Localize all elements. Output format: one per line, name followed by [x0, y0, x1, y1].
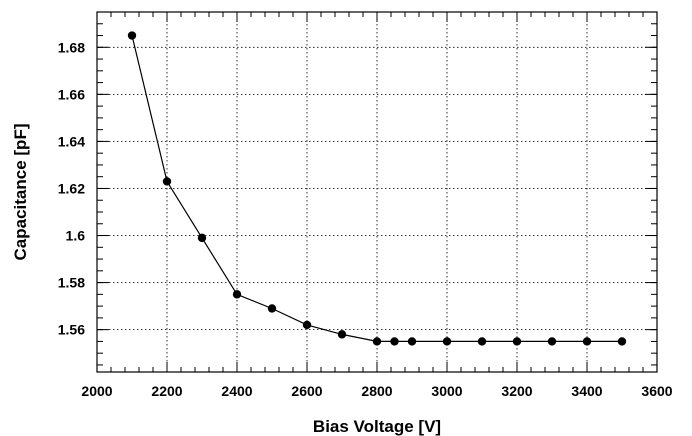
y-tick-label: 1.62 — [58, 180, 85, 196]
data-point — [512, 337, 522, 346]
y-tick-label: 1.58 — [58, 275, 85, 291]
x-tick-label: 3400 — [571, 383, 602, 399]
x-tick-label: 2600 — [291, 383, 322, 399]
y-tick-label: 1.66 — [58, 86, 85, 102]
y-tick-label: 1.56 — [58, 322, 85, 338]
y-tick-label: 1.68 — [58, 39, 85, 55]
data-point — [197, 233, 207, 243]
plot-frame — [96, 11, 658, 373]
series-line — [131, 35, 622, 342]
x-tick-label: 2200 — [151, 383, 182, 399]
data-point — [617, 337, 627, 346]
data-point — [127, 31, 137, 40]
data-point — [407, 337, 417, 346]
data-point — [372, 337, 382, 346]
y-tick-labels: 1.56 1.58 1.6 1.62 1.64 1.66 1.68 — [58, 39, 85, 337]
y-tick-label: 1.6 — [66, 228, 86, 244]
y-axis-title: Capacitance [pF] — [11, 124, 30, 261]
grid-lines — [97, 12, 657, 372]
data-point — [162, 177, 172, 186]
data-point — [337, 330, 347, 339]
x-tick-label: 3600 — [641, 383, 672, 399]
data-point — [267, 304, 277, 313]
data-point — [477, 337, 487, 346]
x-axis-title: Bias Voltage [V] — [313, 417, 441, 436]
x-tick-label: 3000 — [431, 383, 462, 399]
x-tick-label: 2800 — [361, 383, 392, 399]
x-tick-label: 3200 — [501, 383, 532, 399]
y-tick-label: 1.64 — [58, 133, 85, 149]
series-group — [127, 31, 627, 346]
x-tick-labels: 2000 2200 2400 2600 2800 3000 3200 3400 3600 — [81, 383, 672, 399]
x-tick-label: 2000 — [81, 383, 112, 399]
data-point — [547, 337, 557, 346]
x-tick-label: 2400 — [221, 383, 252, 399]
data-point — [302, 320, 312, 330]
data-point — [582, 337, 592, 346]
data-point — [442, 337, 452, 346]
data-point — [390, 337, 399, 346]
data-point — [232, 290, 242, 299]
